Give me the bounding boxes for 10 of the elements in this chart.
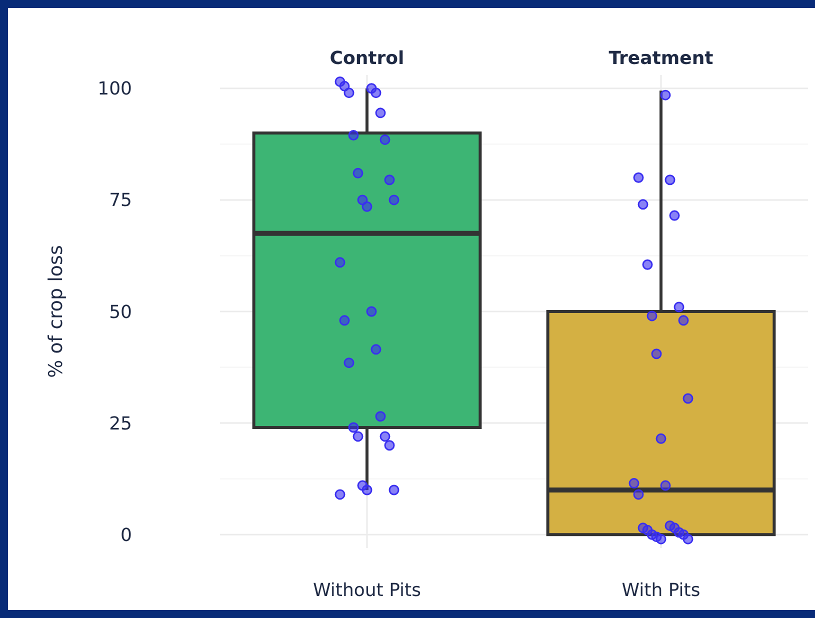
y-tick-label: 50 (109, 302, 132, 323)
y-axis-title: % of crop loss (45, 245, 67, 378)
y-tick-label: 75 (109, 190, 132, 212)
x-tick-label: With Pits (622, 580, 700, 601)
text: Treatment (608, 48, 714, 69)
text: Control (330, 48, 404, 69)
x-tick-label: Without Pits (313, 580, 421, 601)
y-tick-label: 25 (109, 413, 132, 434)
y-tick-label: 0 (120, 524, 132, 546)
y-tick-label: 100 (98, 78, 132, 100)
